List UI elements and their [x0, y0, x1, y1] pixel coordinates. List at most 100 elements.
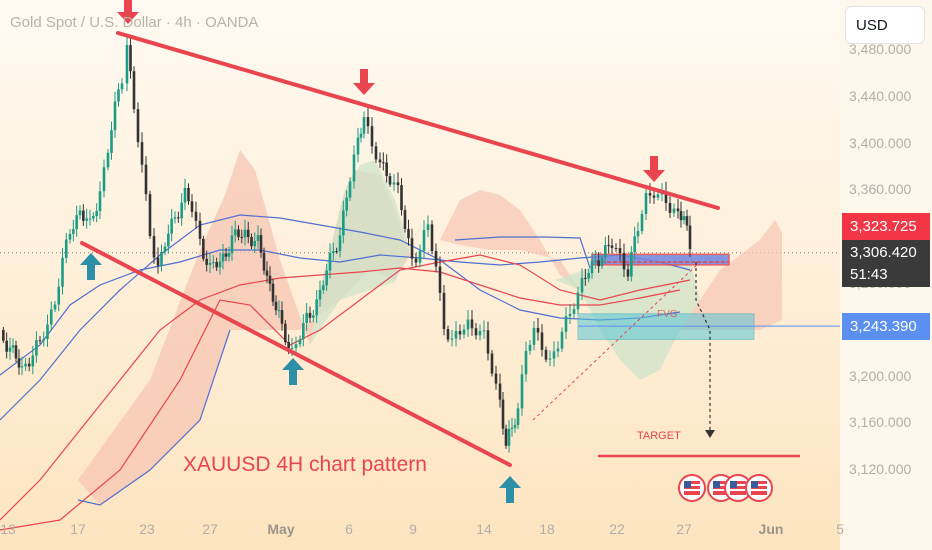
candle-body — [430, 224, 434, 251]
candle-body — [64, 239, 68, 258]
candle-body — [513, 424, 517, 428]
candle-body — [388, 176, 392, 185]
us-event-flag-icon — [678, 474, 706, 502]
candle-body — [556, 348, 560, 352]
dashed-trend-support — [532, 261, 701, 421]
candle-body — [400, 185, 403, 211]
time-tick-label: 14 — [476, 521, 492, 537]
arrow-down-1 — [117, 0, 139, 24]
arrow-down-head — [117, 12, 139, 24]
ma-blue-1 — [0, 249, 691, 376]
candle-body — [552, 351, 556, 359]
candle-body — [14, 345, 18, 359]
candle-body — [366, 117, 370, 127]
candle-body — [46, 324, 49, 339]
flag-stripe-white — [730, 484, 746, 486]
candle-body — [198, 220, 202, 239]
candle-body — [618, 248, 622, 254]
candle-body — [450, 338, 454, 340]
candle-body — [458, 331, 462, 335]
target-label: TARGET — [637, 430, 681, 442]
candle-body — [265, 270, 269, 276]
time-tick-label: 6 — [345, 521, 353, 537]
candle-body — [305, 312, 308, 323]
candle-body — [396, 182, 400, 186]
kijun-blue — [454, 236, 591, 269]
candle-body — [434, 250, 438, 267]
candle-body — [243, 229, 247, 238]
candle-body — [682, 216, 686, 221]
flag-stripe-white — [751, 484, 767, 486]
candle-body — [668, 203, 672, 213]
candle-body — [610, 245, 614, 248]
fvg-price-tag: 3,243.390 — [842, 313, 930, 340]
cloud-red-mid — [440, 190, 580, 290]
flag-stripe-white — [730, 489, 746, 491]
candle-body — [215, 262, 218, 268]
candle-body — [345, 197, 348, 211]
time-tick-label: 22 — [609, 521, 625, 537]
candle-body — [92, 215, 95, 219]
candle-body — [11, 345, 15, 348]
candle-body — [173, 217, 177, 219]
flag-stripe-white — [684, 484, 700, 486]
arrow-down-stem — [650, 156, 658, 171]
candle-body — [156, 257, 160, 266]
candle-body — [422, 230, 426, 251]
candle-body — [672, 208, 676, 213]
candle-body — [190, 201, 194, 212]
currency-button[interactable]: USD — [845, 6, 925, 44]
candle-body — [78, 210, 82, 216]
candle-body — [88, 218, 92, 220]
candle-body — [568, 313, 572, 317]
candle-body — [510, 427, 514, 429]
candle-body — [640, 213, 644, 232]
arrow-up-1 — [80, 253, 102, 280]
candle-body — [626, 269, 630, 277]
candle-body — [490, 353, 494, 374]
candle-body — [259, 235, 263, 253]
candle-body — [85, 218, 88, 221]
candle-body — [600, 257, 604, 267]
candle-body — [250, 236, 253, 247]
candle-body — [287, 342, 290, 349]
projection-path — [695, 262, 711, 432]
candle-body — [202, 238, 205, 259]
candle-body — [177, 217, 180, 219]
candle-body — [27, 363, 31, 367]
candle-body — [644, 193, 648, 214]
candle-body — [338, 235, 342, 252]
candle-body — [560, 331, 564, 349]
candle-body — [576, 292, 580, 310]
arrow-down-stem — [124, 0, 132, 13]
candle-body — [95, 211, 98, 216]
arrow-down-head — [643, 170, 665, 182]
arrow-up-stem — [506, 487, 514, 503]
candle-body — [494, 373, 498, 384]
last-price-value: 3,306.420 — [850, 244, 917, 261]
candle-body — [253, 240, 257, 247]
candle-body — [102, 167, 106, 192]
candle-body — [312, 315, 315, 318]
candle-body — [520, 374, 524, 409]
candle-body — [170, 218, 173, 234]
candle-body — [212, 262, 215, 264]
price-tick-label: 3,400.000 — [849, 134, 912, 151]
candle-body — [144, 164, 148, 195]
candle-body — [504, 428, 508, 446]
candle-body — [302, 322, 305, 340]
candle-body — [325, 270, 328, 286]
candle-body — [180, 202, 183, 219]
candle-body — [187, 187, 190, 202]
candle-body — [332, 251, 335, 254]
candle-body — [24, 363, 27, 367]
candle-body — [53, 304, 57, 310]
candle-body — [392, 182, 396, 185]
candle-body — [516, 408, 520, 425]
chart-title: Gold Spot / U.S. Dollar · 4h · OANDA — [10, 14, 259, 31]
candle-body — [49, 309, 53, 325]
candle-body — [117, 89, 120, 102]
candle-body — [478, 330, 482, 336]
